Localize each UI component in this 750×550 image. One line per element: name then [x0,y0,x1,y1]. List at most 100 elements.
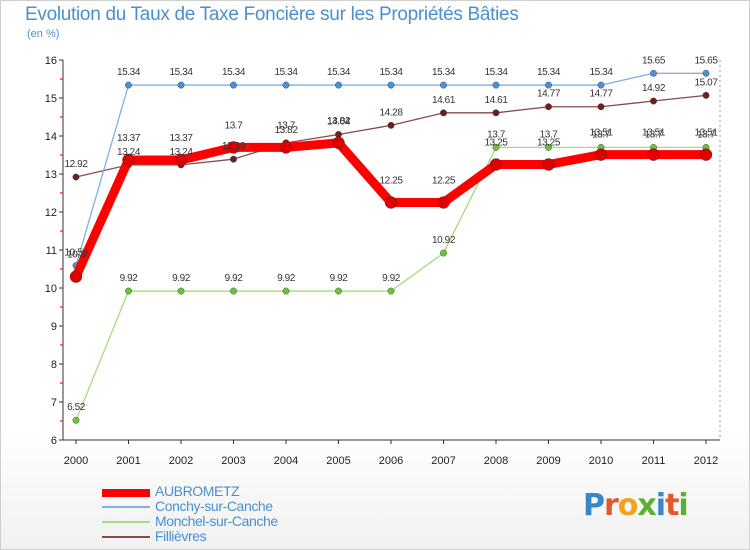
data-point [647,148,660,161]
data-label: 13.7 [645,129,664,140]
data-point [72,173,80,181]
data-point [440,249,447,257]
data-label: 10.59 [64,248,88,259]
data-point [335,287,342,295]
data-label: 15.34 [169,67,193,78]
data-label: 14.61 [432,95,456,106]
data-label: 13.25 [537,138,561,149]
data-label: 15.34 [222,67,246,78]
data-label: 13.82 [274,125,298,136]
data-label: 13.25 [484,138,508,149]
y-tick-label: 11 [46,245,57,257]
data-label: 15.34 [327,67,351,78]
data-label: 13.7 [487,129,506,140]
data-point [545,81,552,89]
data-label: 15.34 [379,67,403,78]
legend-item-monchel-sur-canche: Monchel-sur-Canche [102,513,362,530]
data-point [387,287,395,295]
y-tick-label: 14 [45,131,57,143]
data-point [699,148,713,161]
data-label: 15.34 [589,67,613,78]
data-point [384,196,398,209]
x-tick-label: 2012 [694,455,718,467]
x-tick-label: 2011 [642,455,666,467]
data-label: 13.39 [222,141,246,152]
y-tick-label: 8 [51,359,57,371]
legend: AUBROMETZ Conchy-sur-Canche Monchel-sur-… [102,483,362,545]
data-point [227,141,240,154]
y-tick-label: 12 [45,207,57,219]
data-point [230,155,237,163]
data-label: 12.25 [432,176,456,187]
x-tick-label: 2007 [431,455,455,467]
data-point [335,81,342,89]
data-label: 14.04 [327,116,351,127]
legend-label: Fillièvres [155,528,207,544]
data-label: 14.92 [642,83,666,94]
data-label: 13.82 [327,116,351,127]
data-label: 10.3 [67,250,86,261]
data-point [282,81,290,89]
data-label: 13.7 [277,120,296,131]
data-label: 15.34 [274,67,298,78]
data-label: 13.51 [589,128,613,139]
data-point [437,196,450,209]
data-label: 13.51 [694,128,718,139]
data-point [282,287,290,295]
data-point [387,81,395,89]
y-axis-unit: (en %) [27,28,60,40]
legend-label: Conchy-sur-Canche [155,498,273,514]
data-point [125,81,132,89]
data-label: 15.07 [694,77,718,88]
data-point [489,158,503,171]
data-point [387,121,395,129]
data-label: 12.92 [64,159,88,170]
data-label: 13.37 [169,133,193,144]
legend-item-conchy-sur-canche: Conchy-sur-Canche [102,498,362,515]
data-point [492,109,500,117]
chart-title: Evolution du Taux de Taxe Foncière sur l… [25,4,519,25]
data-point [597,81,605,89]
y-tick-label: 10 [45,283,57,295]
data-label: 15.34 [537,67,561,78]
data-point [545,103,552,111]
data-point [230,81,237,89]
x-tick-label: 2010 [589,455,613,467]
data-label: 14.77 [589,89,613,100]
data-label: 6.52 [67,402,86,413]
series-line [71,138,706,279]
data-point [122,153,135,167]
data-label: 9.92 [382,273,401,284]
data-label: 14.61 [484,95,508,106]
data-label: 13.7 [697,129,716,140]
data-label: 9.92 [330,273,349,284]
series-line [75,72,706,266]
x-tick-label: 2001 [116,455,140,467]
y-tick-label: 13 [45,169,57,181]
y-tick-label: 15 [45,93,57,105]
x-tick-label: 2009 [536,455,560,467]
y-tick-label: 6 [51,435,57,447]
y-tick-label: 7 [51,397,57,409]
data-label: 12.25 [379,176,403,187]
data-label: 13.24 [169,147,193,158]
data-label: 13.37 [117,133,141,144]
data-label: 15.34 [484,67,508,78]
legend-item-fillievres: Fillièvres [102,528,362,545]
data-point [177,81,185,89]
data-point [440,81,447,89]
legend-swatch [102,506,150,508]
data-label: 14.28 [379,107,403,118]
proxiti-logo: Proxiti [583,488,689,523]
data-label: 9.92 [225,273,244,284]
data-label: 13.7 [540,129,559,140]
data-point [597,103,605,111]
data-label: 9.92 [120,273,139,284]
x-tick-label: 2002 [169,455,193,467]
data-label: 14.77 [537,89,561,100]
legend-item-aubrometz: AUBROMETZ [102,483,362,500]
data-point [702,69,710,77]
data-point [177,287,185,295]
